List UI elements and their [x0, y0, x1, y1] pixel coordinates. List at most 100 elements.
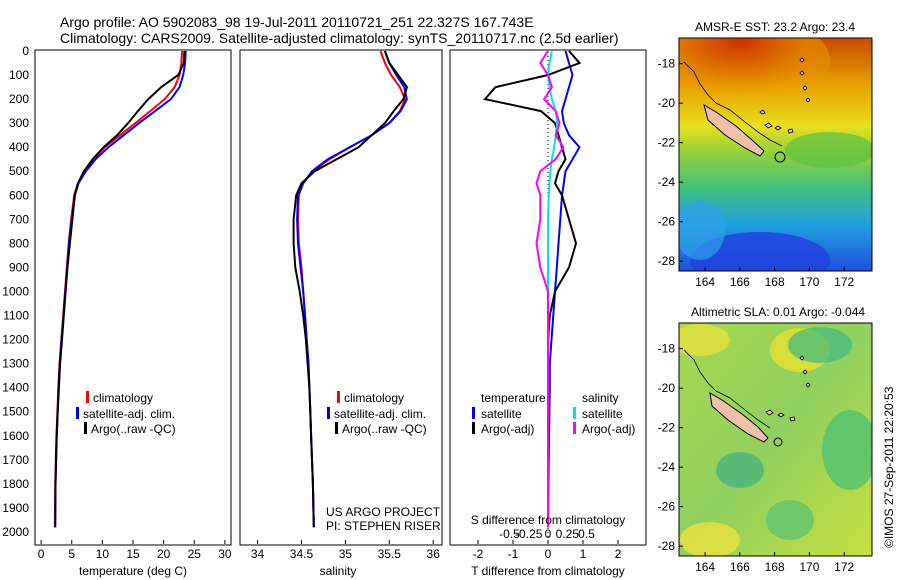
loyalty-islands: [765, 409, 796, 422]
legend-label-climatology: climatology: [344, 391, 404, 405]
sla-low-patch: [788, 327, 852, 363]
series-line: [54, 50, 186, 528]
sst-map-frame: [678, 37, 873, 272]
s-tick-label: -0.5: [499, 527, 520, 541]
legend-label-temp-argo: Argo(-adj): [481, 422, 534, 436]
x-tick-label: -2: [473, 547, 484, 561]
depth-tick-label: 1400: [2, 381, 29, 395]
project-pi: PI: STEPHEN RISER: [326, 519, 441, 533]
x-tick-label: 2: [615, 547, 622, 561]
sla-map-frame: [678, 322, 873, 557]
s-difference-xlabel: S difference from climatology: [471, 513, 626, 527]
map-y-tick-label: -20: [658, 96, 676, 110]
salinity-panel: 34 34.5 35 35.5 36 salinity climatology sate…: [239, 49, 443, 578]
salinity-panel-frame: [239, 49, 443, 546]
map-x-tick-label: 164: [695, 275, 715, 289]
legend-swatch-temp-satellite: [472, 407, 475, 419]
temperature-panel: 0 5 10 15 20 25 30 temperature (deg C) climato…: [34, 49, 232, 578]
x-tick-label: 35: [339, 547, 353, 561]
depth-tick-label: 800: [9, 236, 29, 250]
sla-map: Altimetric SLA: 0.01 Argo: -0.044 164 166…: [658, 305, 873, 574]
depth-tick-label: 300: [9, 116, 29, 130]
header-line2: Climatology: CARS2009. Satellite-adjuste…: [60, 30, 618, 46]
sst-map: AMSR-E SST: 23.2 Argo: 23.4 164 166 168 170…: [658, 20, 873, 289]
map-y-tick-label: -28: [658, 254, 676, 268]
sst-green-patch: [785, 132, 872, 168]
temperature-x-ticks: 0 5 10 15 20 25 30: [38, 540, 232, 561]
depth-tick-label: 1300: [2, 357, 29, 371]
sst-cold-patch: [679, 200, 725, 260]
sla-low-patch: [822, 410, 872, 490]
loyalty-islands: [759, 109, 794, 134]
x-tick-label: 34: [251, 547, 265, 561]
x-tick-label: 0: [545, 547, 552, 561]
map-x-tick-label: 166: [730, 275, 750, 289]
map-x-tick-label: 168: [765, 560, 785, 574]
s-tick-label: 0.5: [578, 527, 595, 541]
legend-swatch-climatology: [337, 391, 340, 403]
vanuatu-islands: [799, 57, 811, 103]
depth-tick-label: 900: [9, 260, 29, 274]
x-tick-label: 1: [580, 547, 587, 561]
depth-tick-label: 1100: [3, 309, 29, 323]
depth-tick-label: 400: [9, 140, 29, 154]
series-line: [292, 50, 408, 528]
reef-outline: [683, 61, 783, 147]
series-line: [547, 50, 581, 528]
x-tick-label: 25: [188, 547, 202, 561]
legend-label-satellite: satellite-adj. clim.: [83, 407, 175, 421]
sst-warm-pool: [679, 38, 830, 105]
map-x-tick-label: 172: [834, 275, 854, 289]
legend-label-argo: Argo(..raw -QC): [91, 422, 176, 436]
sla-high-patch: [679, 324, 730, 356]
map-x-tick-label: 168: [765, 275, 785, 289]
sla-low-patch: [766, 500, 814, 540]
x-tick-label: 5: [68, 547, 75, 561]
map-y-tick-label: -20: [658, 381, 676, 395]
map-y-tick-label: -26: [658, 215, 676, 229]
map-x-tick-label: 164: [695, 560, 715, 574]
sla-high-patch: [680, 522, 740, 556]
legend-swatch-sal-argo: [573, 422, 576, 434]
legend-swatch-temp-argo: [472, 422, 475, 434]
legend-swatch-satellite: [327, 407, 330, 419]
sst-map-ticks: 164 166 168 170 172 -18 -20 -22 -24 -26 -28: [658, 57, 855, 289]
new-caledonia-island: [703, 103, 765, 157]
map-y-tick-label: -22: [658, 421, 676, 435]
argo-position-marker: [774, 151, 786, 163]
legend-title-temperature: temperature: [481, 391, 546, 405]
x-tick-label: 0: [38, 547, 45, 561]
legend-label-sal-satellite: satellite: [582, 407, 623, 421]
map-x-tick-label: 172: [834, 560, 854, 574]
legend-label-satellite: satellite-adj. clim.: [334, 407, 426, 421]
difference-x-ticks: -2 -1 0 1 2 -0.5-0.25 0 0.25 0.5: [473, 527, 622, 561]
s-tick-label: -0.25: [515, 527, 543, 541]
map-y-tick-label: -18: [658, 57, 676, 71]
difference-legend: temperature salinity satellite Argo(-adj…: [472, 391, 635, 436]
legend-swatch-sal-satellite: [573, 407, 576, 419]
new-caledonia-island: [709, 392, 769, 443]
x-tick-label: 15: [126, 547, 140, 561]
x-tick-label: 34.5: [290, 547, 314, 561]
x-tick-label: 20: [157, 547, 171, 561]
depth-tick-label: 2000: [2, 525, 29, 539]
sst-field: [679, 38, 872, 271]
temperature-panel-frame: [34, 49, 232, 546]
difference-profiles: [483, 50, 582, 528]
legend-label-climatology: climatology: [93, 391, 153, 405]
temperature-xlabel: temperature (deg C): [79, 564, 187, 578]
project-name: US ARGO PROJECT: [326, 505, 441, 519]
x-tick-label: 36: [427, 547, 441, 561]
x-tick-label: 30: [218, 547, 232, 561]
legend-swatch-argo: [335, 422, 338, 434]
difference-panel: -2 -1 0 1 2 -0.5-0.25 0 0.25 0.5 T difference fr…: [449, 49, 647, 578]
sla-map-ticks: 164 166 168 170 172 -18 -20 -22 -24 -26 -28: [658, 342, 855, 574]
legend-swatch-climatology: [86, 391, 89, 403]
sst-map-title: AMSR-E SST: 23.2 Argo: 23.4: [695, 20, 855, 34]
map-y-tick-label: -24: [658, 175, 676, 189]
x-tick-label: 35.5: [378, 547, 402, 561]
vanuatu-islands: [799, 355, 811, 388]
legend-swatch-argo: [84, 422, 87, 434]
temperature-legend: climatology satellite-adj. clim. Argo(..…: [76, 391, 176, 436]
